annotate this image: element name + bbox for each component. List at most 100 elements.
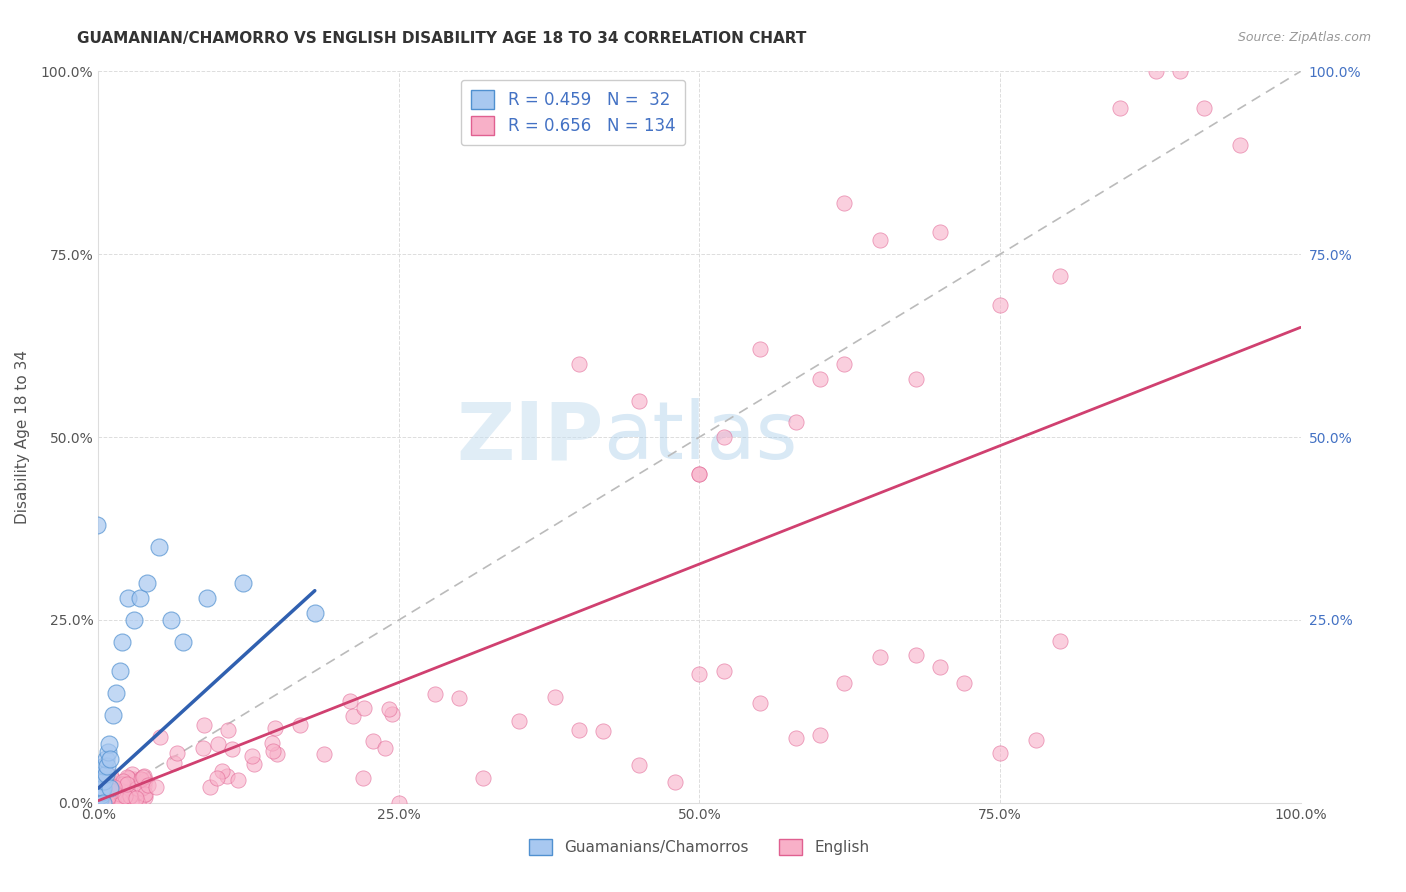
Point <box>373 741 395 756</box>
Point <box>832 196 855 211</box>
Point <box>97 774 120 789</box>
Point <box>91 772 114 787</box>
Point <box>205 771 228 785</box>
Point <box>832 676 855 690</box>
Point <box>217 723 239 737</box>
Point <box>103 784 125 798</box>
Point <box>378 702 401 716</box>
Point <box>785 416 807 430</box>
Point <box>198 780 221 795</box>
Point <box>262 743 284 757</box>
Point <box>869 650 891 665</box>
Point <box>117 792 139 806</box>
Point <box>120 789 142 803</box>
Point <box>115 785 138 799</box>
Point <box>713 430 735 444</box>
Point <box>953 676 976 690</box>
Point <box>132 770 155 784</box>
Point <box>89 787 111 801</box>
Point <box>1144 64 1167 78</box>
Point <box>117 591 139 605</box>
Point <box>90 789 112 803</box>
Point <box>135 576 157 591</box>
Point <box>120 795 142 809</box>
Point <box>134 789 156 804</box>
Point <box>111 777 134 791</box>
Point <box>988 747 1011 761</box>
Point <box>100 781 122 796</box>
Point <box>93 773 115 788</box>
Point <box>664 774 686 789</box>
Point <box>101 773 124 788</box>
Point <box>98 737 121 751</box>
Point <box>1194 101 1216 115</box>
Point <box>166 746 188 760</box>
Point <box>105 686 128 700</box>
Point <box>159 613 181 627</box>
Point <box>101 780 124 795</box>
Point <box>232 576 254 591</box>
Point <box>100 752 122 766</box>
Point <box>266 747 288 761</box>
Point <box>89 773 111 788</box>
Point <box>93 759 115 773</box>
Point <box>423 687 446 701</box>
Point <box>111 635 134 649</box>
Point <box>94 778 117 792</box>
Point <box>127 781 149 796</box>
Point <box>127 796 149 810</box>
Point <box>447 691 470 706</box>
Point <box>211 764 233 778</box>
Point <box>108 785 131 799</box>
Point <box>148 730 170 744</box>
Point <box>592 723 614 738</box>
Point <box>988 298 1011 312</box>
Point <box>628 393 651 408</box>
Point <box>628 758 651 772</box>
Point <box>117 771 139 785</box>
Point <box>832 357 855 371</box>
Point <box>93 795 115 809</box>
Text: GUAMANIAN/CHAMORRO VS ENGLISH DISABILITY AGE 18 TO 34 CORRELATION CHART: GUAMANIAN/CHAMORRO VS ENGLISH DISABILITY… <box>77 31 807 46</box>
Point <box>689 467 711 481</box>
Point <box>172 635 194 649</box>
Point <box>132 780 155 794</box>
Point <box>226 773 249 788</box>
Point <box>94 780 117 794</box>
Point <box>117 794 139 808</box>
Point <box>290 718 312 732</box>
Point <box>90 770 112 784</box>
Point <box>91 796 114 810</box>
Point <box>115 770 138 784</box>
Point <box>96 793 118 807</box>
Point <box>388 796 411 810</box>
Point <box>928 660 950 674</box>
Point <box>132 769 155 783</box>
Point <box>243 756 266 771</box>
Point <box>105 784 128 798</box>
Point <box>97 790 120 805</box>
Point <box>112 777 135 791</box>
Point <box>94 788 117 802</box>
Point <box>689 666 711 681</box>
Point <box>115 777 138 791</box>
Point <box>122 772 145 786</box>
Point <box>472 771 495 785</box>
Point <box>352 771 374 785</box>
Point <box>568 723 591 737</box>
Point <box>240 749 263 764</box>
Point <box>1049 633 1071 648</box>
Point <box>353 701 375 715</box>
Point <box>312 747 335 761</box>
Point <box>689 467 711 481</box>
Point <box>145 780 167 795</box>
Point <box>134 773 156 788</box>
Point <box>713 664 735 678</box>
Point <box>136 778 159 792</box>
Point <box>86 517 108 532</box>
Point <box>129 591 152 605</box>
Point <box>90 791 112 805</box>
Point <box>221 742 243 756</box>
Point <box>131 780 153 795</box>
Point <box>105 794 128 808</box>
